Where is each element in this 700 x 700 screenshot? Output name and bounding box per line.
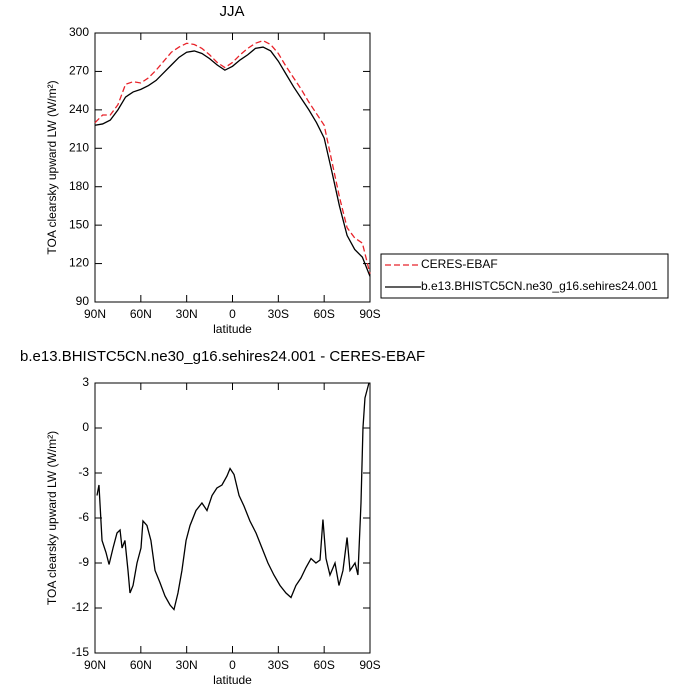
legend-label: b.e13.BHISTC5CN.ne30_g16.sehires24.001 [421,279,658,293]
x-tick-label: 90N [84,307,106,321]
x-axis-label: latitude [213,322,252,336]
x-tick-label: 90S [359,658,380,672]
y-tick-label: 210 [69,140,89,154]
chart-title: JJA [219,3,244,20]
y-axis-label: TOA clearsky upward LW (W/m²) [45,431,59,605]
data-line [94,39,371,274]
legend-box [380,253,669,299]
x-tick-label: 0 [229,658,236,672]
y-tick-label: -9 [78,555,89,569]
data-line [96,382,370,611]
y-tick-label: -12 [72,600,90,614]
x-tick-label: 30S [268,307,289,321]
y-tick-label: 240 [69,102,89,116]
y-tick-label: 300 [69,25,89,39]
y-tick-label: 90 [76,294,90,308]
plot-frame [94,32,371,303]
y-tick-label: -6 [78,510,89,524]
y-tick-label: 0 [82,420,89,434]
plot-frame [94,382,371,654]
x-axis-label: latitude [213,673,252,687]
x-tick-label: 60N [130,658,152,672]
y-tick-label: 3 [82,375,89,389]
data-line [94,46,371,277]
x-tick-label: 90S [359,307,380,321]
x-tick-label: 60S [313,658,334,672]
y-tick-label: 150 [69,217,89,231]
y-tick-label: 180 [69,179,89,193]
y-axis-label: TOA clearsky upward LW (W/m²) [45,80,59,254]
legend-label: CERES-EBAF [421,257,498,271]
x-tick-label: 60S [313,307,334,321]
y-tick-label: -3 [78,465,89,479]
y-tick-label: -15 [72,645,90,659]
x-tick-label: 30S [268,658,289,672]
chart-title: b.e13.BHISTC5CN.ne30_g16.sehires24.001 -… [20,348,425,365]
x-tick-label: 30N [176,307,198,321]
x-tick-label: 90N [84,658,106,672]
x-tick-label: 60N [130,307,152,321]
y-tick-label: 270 [69,64,89,78]
x-tick-label: 0 [229,307,236,321]
y-tick-label: 120 [69,256,89,270]
x-tick-label: 30N [176,658,198,672]
